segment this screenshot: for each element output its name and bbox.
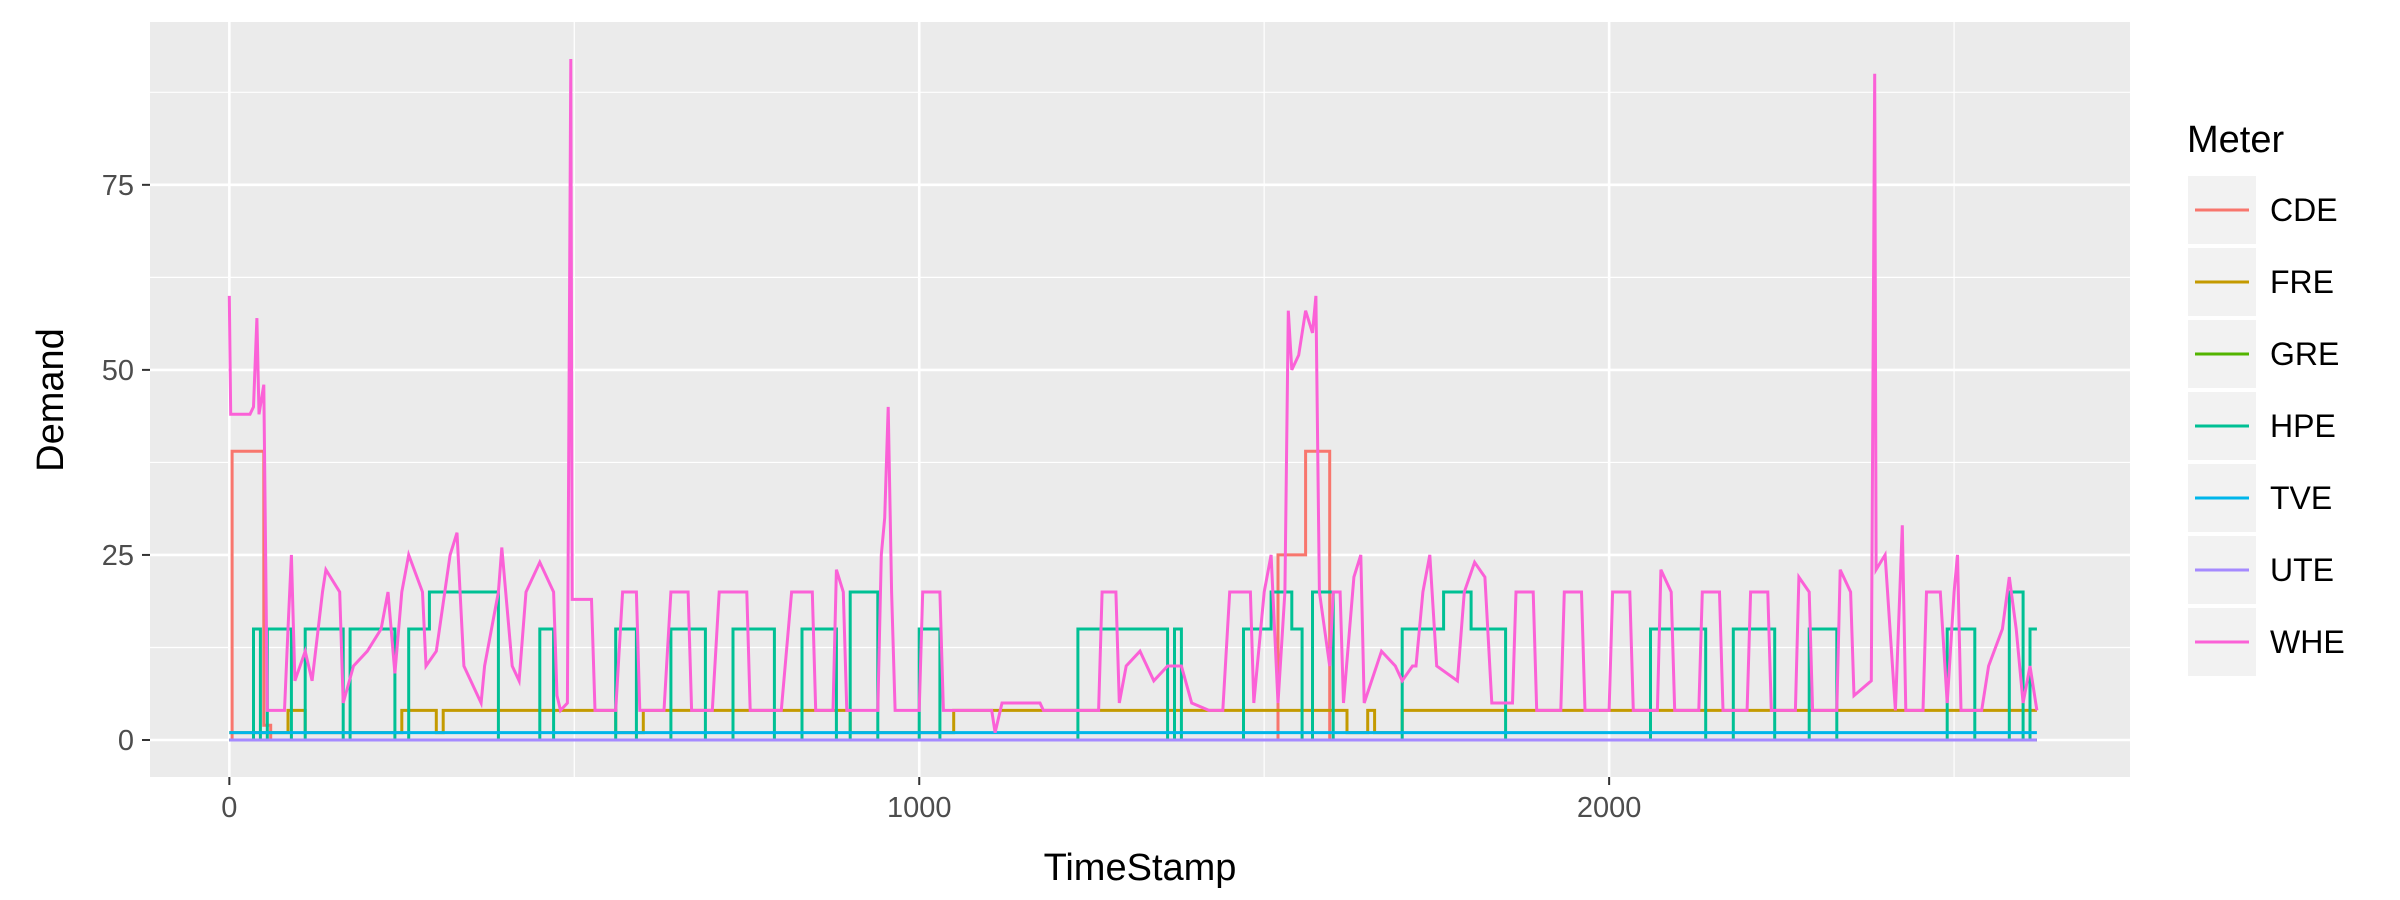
series-line-whe [227,58,2039,733]
legend-label: HPE [2270,408,2336,444]
legend: Meter CDE FRE GRE HPE TVE UTE WHE [2187,119,2345,676]
x-tick-label: 0 [221,792,237,824]
legend-label: UTE [2270,552,2334,588]
legend-title: Meter [2187,119,2284,161]
x-tick-label: 1000 [887,792,952,824]
y-tick-label: 0 [118,725,134,757]
legend-item-fre: FRE [2188,248,2334,316]
legend-label: WHE [2270,624,2345,660]
legend-item-hpe: HPE [2188,392,2336,460]
x-tick-label: 2000 [1577,792,1642,824]
y-axis-title: Demand [30,328,72,472]
legend-item-whe: WHE [2188,608,2345,676]
legend-label: TVE [2270,480,2332,516]
legend-item-cde: CDE [2188,176,2338,244]
legend-label: FRE [2270,264,2334,300]
y-tick-label: 50 [102,355,134,387]
legend-label: CDE [2270,192,2338,228]
y-tick-label: 25 [102,540,134,572]
x-axis-title: TimeStamp [1044,847,1237,889]
panel-background [150,22,2130,777]
legend-item-tve: TVE [2188,464,2332,532]
series-layer [227,58,2039,742]
y-tick-label: 75 [102,170,134,202]
legend-item-ute: UTE [2188,536,2334,604]
x-axis: 0 1000 2000 [221,777,1641,824]
legend-item-gre: GRE [2188,320,2339,388]
legend-label: GRE [2270,336,2339,372]
y-axis: 0 25 50 75 [102,170,150,757]
grid-minor [150,22,2130,777]
